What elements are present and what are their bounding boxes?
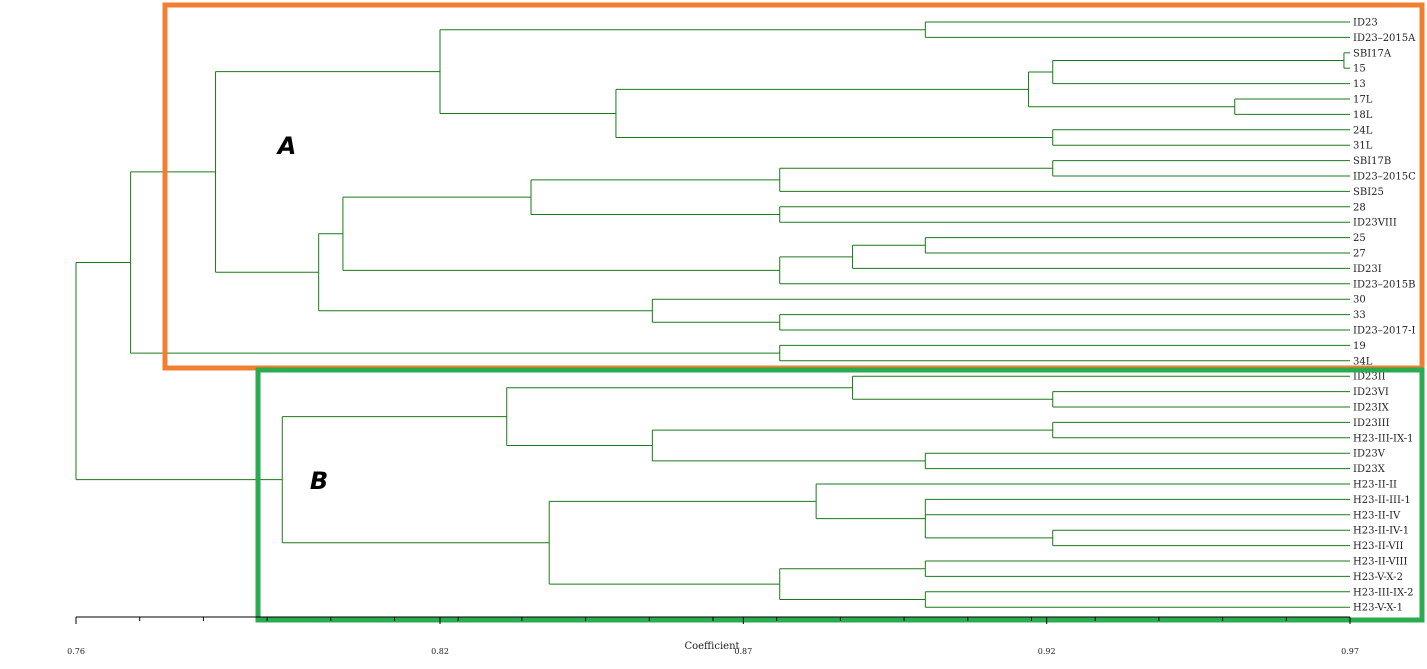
leaf-label: H23-III-IX-2	[1353, 587, 1414, 598]
leaf-label: 30	[1353, 295, 1366, 306]
leaf-label: ID23	[1353, 18, 1378, 29]
tick-label: 0.87	[734, 647, 752, 656]
leaf-label: 18L	[1353, 110, 1373, 121]
leaf-label: ID23I	[1353, 264, 1382, 275]
leaf-label: ID23III	[1353, 418, 1390, 429]
group-a-box	[162, 2, 1425, 371]
dendrogram-branches	[75, 21, 1350, 608]
leaf-label: H23-V-X-2	[1353, 572, 1403, 583]
leaf-label: H23-II-II	[1353, 480, 1397, 491]
leaf-label: 31L	[1353, 141, 1373, 152]
leaf-label: ID23V	[1353, 449, 1386, 460]
leaf-label: H23-II-VIII	[1353, 557, 1407, 568]
leaf-label: ID23–2015A	[1353, 33, 1416, 44]
leaf-label: ID23IX	[1353, 403, 1390, 414]
group-b-label: B	[310, 467, 328, 495]
leaf-label: 28	[1353, 202, 1366, 213]
leaf-label: ID23–2015B	[1353, 279, 1416, 290]
leaf-label: ID23–2017-I	[1353, 326, 1416, 337]
leaf-label: 33	[1353, 310, 1366, 321]
leaf-label: H23-V-X-1	[1353, 603, 1403, 614]
x-axis-title: Coefficient	[684, 641, 739, 652]
leaf-label: SBI25	[1353, 187, 1384, 198]
leaf-label: SBI17B	[1353, 156, 1391, 167]
leaf-label: 34L	[1353, 356, 1373, 367]
leaf-label: ID23VI	[1353, 387, 1389, 398]
leaf-labels: ID23 ID23–2015A SBI17A 15 13 17L 18L 24L 31L SBI1…	[1353, 18, 1416, 614]
leaf-label: 25	[1353, 233, 1366, 244]
tick-label: 0.92	[1038, 647, 1056, 656]
tick-label: 0.82	[431, 647, 449, 656]
leaf-label: 24L	[1353, 125, 1373, 136]
leaf-label: H23-II-VII	[1353, 541, 1404, 552]
tick-label: 0.76	[67, 647, 85, 656]
leaf-label: ID23X	[1353, 464, 1386, 475]
leaf-label: 13	[1353, 79, 1366, 90]
x-axis-major-ticks: 0.76 0.82 0.87 0.92 0.97	[67, 617, 1359, 656]
leaf-label: 15	[1353, 64, 1366, 75]
leaf-label: H23-II-III-1	[1353, 495, 1411, 506]
leaf-label: ID23VIII	[1353, 218, 1397, 229]
group-a-label: A	[276, 132, 297, 160]
leaf-label: H23-III-IX-1	[1353, 433, 1414, 444]
leaf-label: ID23–2015C	[1353, 172, 1416, 183]
leaf-label: ID23II	[1353, 372, 1386, 383]
x-axis: 0.76 0.82 0.87 0.92 0.97 Coefficient	[67, 616, 1359, 656]
leaf-label: SBI17A	[1353, 48, 1392, 59]
leaf-label: H23-II-IV	[1353, 510, 1401, 521]
tick-label: 0.97	[1341, 647, 1359, 656]
leaf-label: 27	[1353, 249, 1366, 260]
leaf-label: H23-II-IV-1	[1353, 526, 1409, 537]
x-axis-minor-ticks	[75, 617, 1351, 621]
leaf-label: 17L	[1353, 95, 1373, 106]
leaf-label: 19	[1353, 341, 1366, 352]
